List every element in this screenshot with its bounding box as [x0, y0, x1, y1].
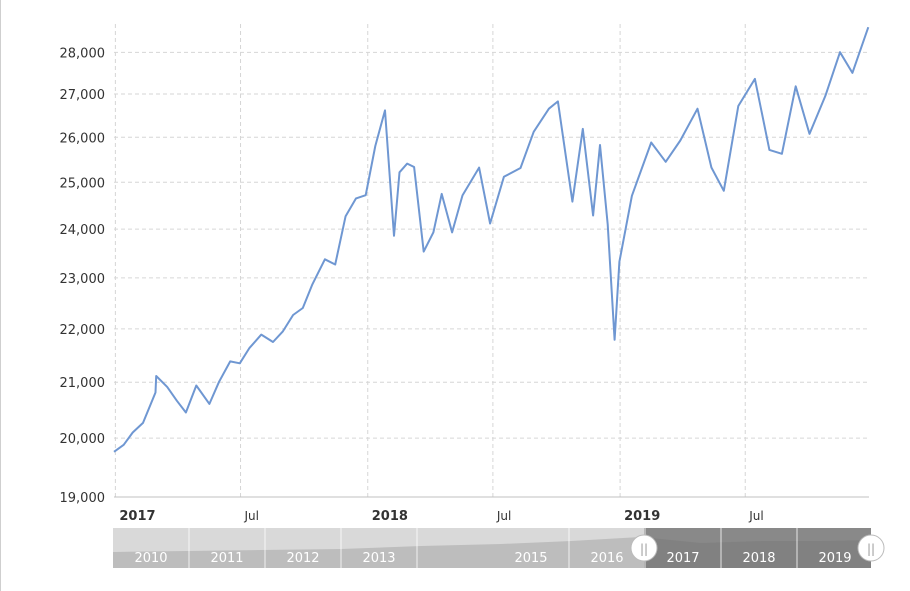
x-tick-label: 2017 [119, 509, 155, 524]
navigator-year-label: 2011 [210, 551, 243, 566]
y-tick-label: 22,000 [60, 323, 106, 338]
series-line [113, 26, 870, 453]
y-axis: 19,000 20,000 21,000 22,000 23,000 24,000 25,0… [60, 46, 106, 506]
chart-grid [114, 24, 869, 498]
y-tick-label: 26,000 [60, 131, 106, 146]
navigator-year-label: 2019 [818, 551, 851, 566]
y-tick-label: 20,000 [60, 432, 106, 447]
y-tick-label: 25,000 [60, 176, 106, 191]
y-tick-label: 24,000 [60, 223, 106, 238]
navigator-year-label: 2015 [514, 551, 547, 566]
x-tick-label: Jul [496, 509, 511, 523]
y-tick-label: 19,000 [60, 491, 106, 506]
handle-grip-icon: || [640, 542, 648, 556]
x-tick-label: Jul [748, 509, 763, 523]
y-tick-label: 27,000 [60, 88, 106, 103]
navigator-year-label: 2016 [590, 551, 623, 566]
navigator-year-label: 2012 [286, 551, 319, 566]
y-tick-label: 28,000 [60, 46, 106, 61]
navigator-year-label: 2013 [362, 551, 395, 566]
navigator-year-label: 2017 [666, 551, 699, 566]
handle-grip-icon: || [867, 542, 875, 556]
x-tick-label: Jul [244, 509, 259, 523]
navigator-year-label: 2018 [742, 551, 775, 566]
range-navigator[interactable]: 2010 2011 2012 2013 2015 2016 2017 2018 2019 || || [113, 528, 885, 568]
navigator-year-label: 2010 [134, 551, 167, 566]
y-tick-label: 23,000 [60, 272, 106, 287]
handle-knob[interactable] [630, 534, 658, 562]
x-tick-label: 2019 [624, 509, 660, 524]
navigator-left-handle[interactable]: || [630, 534, 658, 562]
navigator-right-handle[interactable]: || [857, 534, 885, 562]
x-axis: 2017 Jul 2018 Jul 2019 Jul [114, 496, 869, 524]
navigator-selection[interactable] [644, 528, 871, 568]
y-tick-label: 21,000 [60, 376, 106, 391]
x-tick-label: 2018 [372, 509, 408, 524]
handle-knob[interactable] [857, 534, 885, 562]
plot-area [113, 26, 870, 453]
